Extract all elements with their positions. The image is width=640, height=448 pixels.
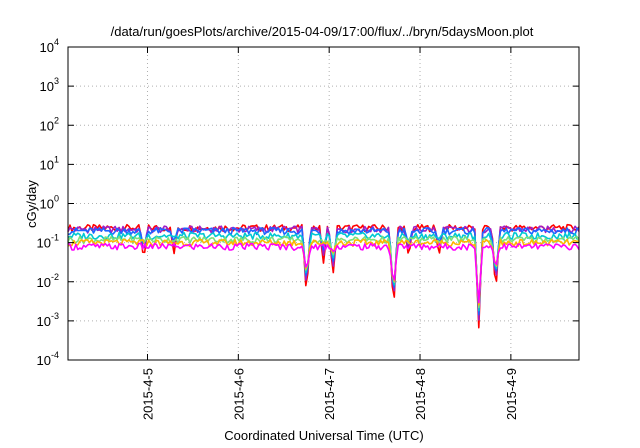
y-tick-label: 10-4	[37, 350, 59, 368]
chart-title: /data/run/goesPlots/archive/2015-04-09/1…	[111, 24, 534, 39]
x-tick-label: 2015-4-6	[231, 368, 246, 420]
y-tick-label: 104	[40, 37, 59, 55]
x-tick-label: 2015-4-5	[140, 368, 155, 420]
y-axis: 104 103 102 101 100 10-1 10-2 10-3 10-4	[37, 37, 579, 368]
x-tick-label: 2015-4-8	[413, 368, 428, 420]
y-tick-label: 101	[40, 154, 59, 172]
grid	[68, 47, 579, 360]
y-tick-label: 10-3	[37, 311, 59, 329]
y-tick-label: 100	[40, 194, 59, 212]
series-group	[67, 223, 580, 329]
y-tick-label: 10-1	[37, 233, 59, 251]
y-axis-label: cGy/day	[24, 180, 39, 228]
y-tick-label: 102	[40, 115, 59, 133]
y-tick-label: 10-2	[37, 272, 59, 290]
x-tick-label: 2015-4-9	[504, 368, 519, 420]
x-tick-label: 2015-4-7	[322, 368, 337, 420]
x-axis: 2015-4-5 2015-4-6 2015-4-7 2015-4-8 2015-4-9	[140, 47, 519, 420]
y-tick-label: 103	[40, 76, 59, 94]
x-axis-label: Coordinated Universal Time (UTC)	[224, 428, 423, 443]
series-line-7	[67, 242, 580, 304]
